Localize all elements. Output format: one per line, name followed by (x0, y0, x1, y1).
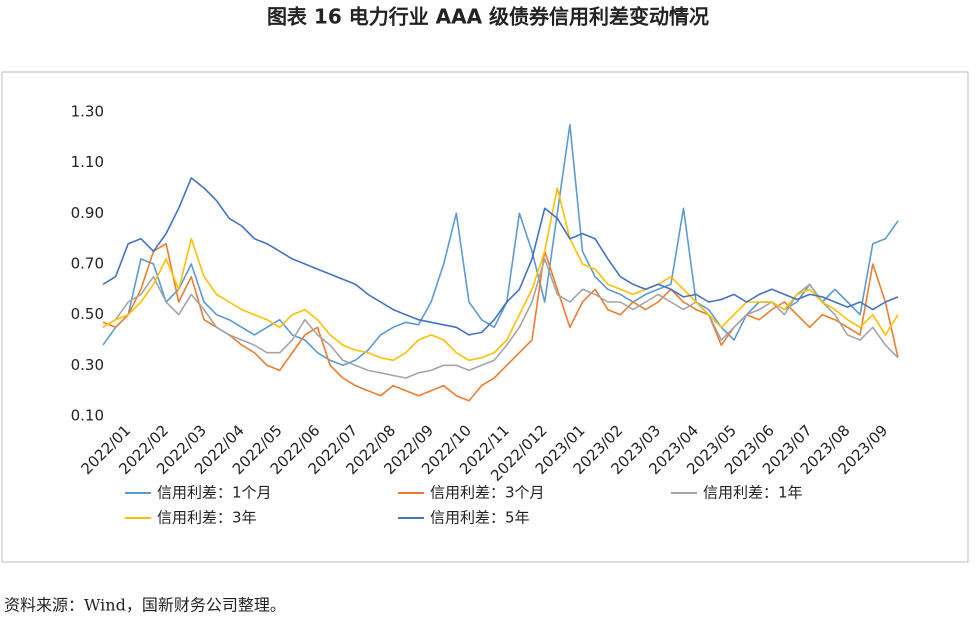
legend-label: 信用利差：1个月 (157, 484, 272, 502)
legend-label: 信用利差：1年 (703, 484, 803, 502)
series-line (102, 187, 899, 362)
legend-label: 信用利差：3年 (157, 509, 257, 527)
series-line (102, 177, 899, 336)
y-tick-label: 1.30 (71, 103, 104, 121)
y-tick-label: 0.50 (71, 305, 104, 323)
series-line (102, 123, 899, 367)
y-tick-label: 0.70 (71, 255, 104, 273)
y-tick-label: 0.10 (71, 407, 104, 425)
series-line (102, 242, 899, 402)
y-tick-label: 0.30 (71, 356, 104, 374)
source-note: 资料来源：Wind，国新财务公司整理。 (4, 596, 286, 615)
legend-label: 信用利差：3个月 (430, 484, 545, 502)
chart-title: 图表 16 电力行业 AAA 级债券信用利差变动情况 (267, 5, 709, 29)
chart-frame (1, 71, 969, 563)
legend-label: 信用利差：5年 (430, 509, 530, 527)
y-tick-label: 0.90 (71, 204, 104, 222)
series-line (102, 258, 899, 379)
y-tick-label: 1.10 (71, 153, 104, 171)
